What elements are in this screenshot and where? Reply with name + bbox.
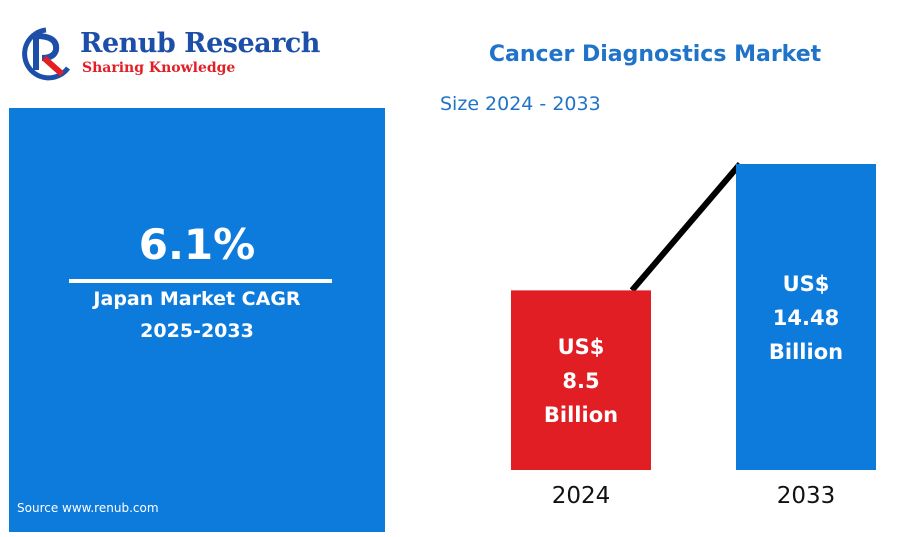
- x-tick-2033: 2033: [777, 483, 836, 509]
- bar-value-label: 14.48: [773, 306, 839, 330]
- bar-2024: [511, 290, 651, 470]
- source-note: Source www.renub.com: [17, 501, 159, 515]
- bar-value-label: 8.5: [562, 369, 599, 393]
- bar-value-label: US$: [558, 335, 605, 359]
- cagr-value: 6.1%: [138, 220, 256, 269]
- renub-logo: Renub Research Sharing Knowledge: [16, 24, 320, 82]
- cagr-period: 2025-2033: [140, 320, 254, 342]
- cagr-divider: [69, 279, 332, 283]
- renub-logo-icon: [22, 27, 71, 81]
- cagr-panel: 6.1% Japan Market CAGR 2025-2033 Source …: [9, 108, 385, 532]
- brand-name: Renub Research: [80, 28, 320, 59]
- bar-value-label: Billion: [769, 340, 843, 364]
- chart-title: Cancer Diagnostics Market: [488, 42, 822, 67]
- bar-value-label: US$: [783, 272, 830, 296]
- cagr-label: Japan Market CAGR: [93, 288, 301, 310]
- x-tick-2024: 2024: [552, 483, 611, 509]
- trend-line: [629, 162, 743, 293]
- chart-subtitle: Size 2024 - 2033: [440, 93, 601, 115]
- bar-2033: [736, 164, 876, 470]
- bar-value-label: Billion: [544, 403, 618, 427]
- brand-tagline: Sharing Knowledge: [82, 60, 236, 76]
